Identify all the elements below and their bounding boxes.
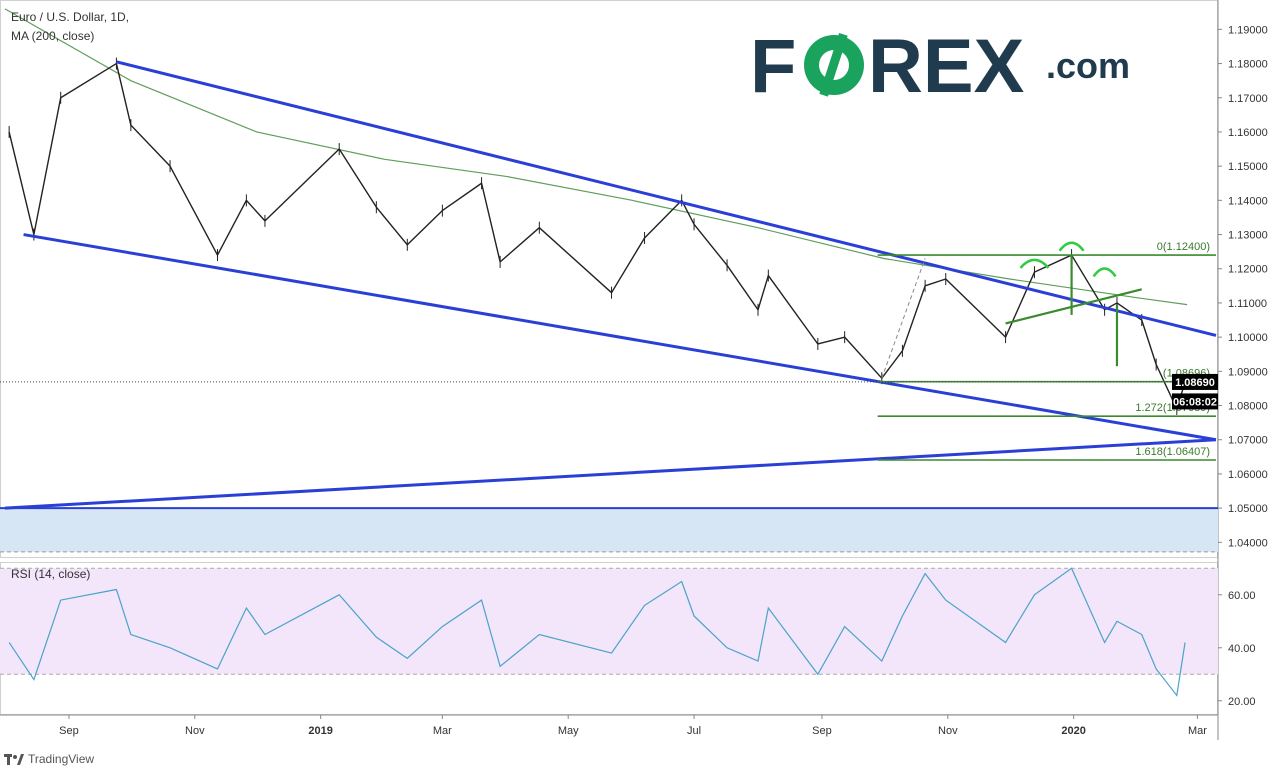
- fib-label-3: 1.618(1.06407): [1135, 446, 1210, 458]
- right-shoulder-arc: [1092, 267, 1117, 278]
- trendline-0: [116, 60, 1217, 337]
- trendline-1: [23, 233, 1217, 442]
- price-tick-label-12: 1.07000: [1228, 435, 1268, 447]
- head-and-shoulders-pattern: [1005, 241, 1142, 367]
- price-tick-label-9: 1.10000: [1228, 332, 1268, 344]
- logo-o-bar: [819, 33, 848, 97]
- fib-label-0: 0(1.12400): [1157, 241, 1210, 253]
- head-arc: [1058, 241, 1085, 252]
- ma-legend: MA (200, close): [11, 29, 95, 43]
- ma-200-line: [4, 8, 1188, 306]
- tradingview-icon: [4, 753, 24, 765]
- tradingview-label: TradingView: [28, 752, 95, 766]
- time-tick-label-7: Nov: [938, 725, 958, 737]
- left-shoulder-arc: [1019, 258, 1050, 269]
- time-tick-label-4: May: [558, 725, 579, 737]
- time-tick-label-6: Sep: [812, 725, 832, 737]
- logo-f: F: [750, 24, 796, 109]
- moving-average-layer: [4, 8, 1188, 306]
- rsi-tick-label-1: 40.00: [1228, 643, 1256, 655]
- rsi-line: [8, 567, 1186, 697]
- price-line: [8, 62, 1186, 410]
- support-zone: [0, 508, 1218, 552]
- price-tick-label-11: 1.08000: [1228, 401, 1268, 413]
- neckline: [1005, 288, 1142, 325]
- trendline-2: [4, 438, 1217, 510]
- price-tick-label-15: 1.04000: [1228, 537, 1268, 549]
- fib-anchor-dashed: [881, 258, 926, 379]
- logo-dotcom: .com: [1046, 45, 1130, 86]
- rsi-legend: RSI (14, close): [11, 567, 91, 581]
- price-tick-label-6: 1.13000: [1228, 230, 1268, 242]
- time-tick-label-3: Mar: [433, 725, 452, 737]
- rsi-tick-label-0: 60.00: [1228, 590, 1256, 602]
- fibonacci-layer: 0(1.12400)(1.08696)1.272(1.07689)1.618(1…: [0, 241, 1218, 461]
- price-tick-label-0: 1.19000: [1228, 24, 1268, 36]
- price-tick-label-13: 1.06000: [1228, 469, 1268, 481]
- background-layer: [0, 507, 1218, 675]
- axis-layer: 1.19000 1.18000 1.17000 1.16000 1.15000 1.140…: [59, 24, 1268, 737]
- price-tick-label-3: 1.16000: [1228, 127, 1268, 139]
- price-tag-label-1: 06:08:02: [1173, 396, 1217, 408]
- price-tick-label-4: 1.15000: [1228, 161, 1268, 173]
- price-tick-label-5: 1.14000: [1228, 195, 1268, 207]
- price-tag-layer: 1.08690 06:08:02: [1172, 373, 1218, 410]
- price-series-layer: [8, 57, 1186, 415]
- price-tick-label-1: 1.18000: [1228, 59, 1268, 71]
- time-tick-label-2: 2019: [308, 725, 332, 737]
- time-tick-label-0: Sep: [59, 725, 79, 737]
- price-tick-label-10: 1.09000: [1228, 366, 1268, 378]
- chart-symbol-title: Euro / U.S. Dollar, 1D,: [11, 10, 130, 24]
- price-tag-box-1: [1172, 393, 1218, 410]
- time-tick-label-5: Jul: [687, 725, 701, 737]
- price-tag-box-0: [1172, 373, 1218, 390]
- logo-rex: REX: [868, 24, 1025, 109]
- price-tag-label-0: 1.08690: [1175, 377, 1215, 389]
- rsi-tick-label-2: 20.00: [1228, 696, 1256, 708]
- time-tick-label-1: Nov: [185, 725, 205, 737]
- price-tick-label-7: 1.12000: [1228, 264, 1268, 276]
- tradingview-watermark: TradingView: [4, 752, 94, 766]
- time-tick-label-9: Mar: [1188, 725, 1207, 737]
- forex-logo: F REX .com: [750, 24, 1130, 109]
- price-tick-label-14: 1.05000: [1228, 503, 1268, 515]
- time-tick-label-8: 2020: [1061, 725, 1085, 737]
- price-tick-label-8: 1.11000: [1228, 298, 1267, 310]
- rsi-layer: [8, 567, 1186, 697]
- price-tick-label-2: 1.17000: [1228, 93, 1268, 105]
- rsi-band: [0, 568, 1218, 675]
- trendline-layer: [4, 60, 1217, 510]
